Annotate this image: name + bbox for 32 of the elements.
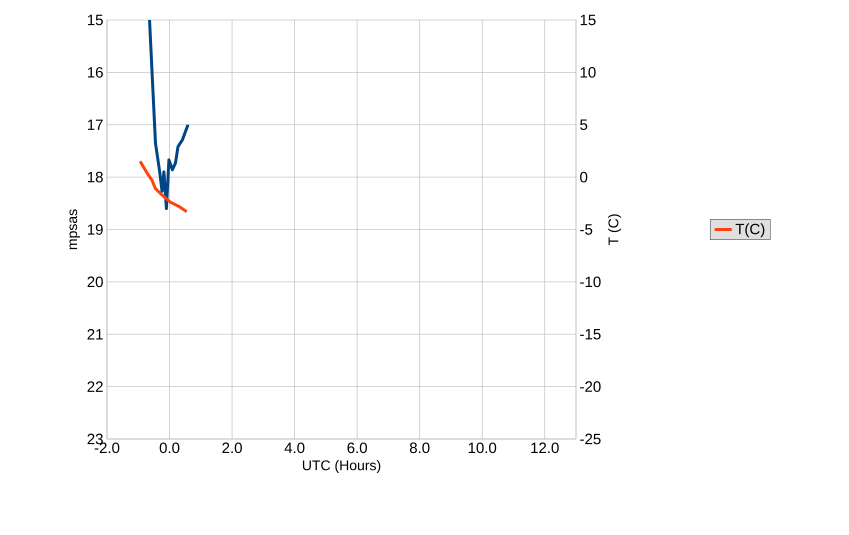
x-tick-label: 10.0 bbox=[468, 442, 496, 454]
x-axis-title: UTC (Hours) bbox=[302, 460, 380, 474]
legend-label: T(C) bbox=[736, 223, 764, 238]
x-tick-label: 2.0 bbox=[222, 442, 242, 454]
y-tick-label: 18 bbox=[88, 172, 103, 182]
y2-tick-label: -10 bbox=[580, 276, 601, 288]
y2-tick-label: 0 bbox=[580, 172, 588, 182]
y2-tick-label: 5 bbox=[580, 120, 588, 130]
x-tick-label: 6.0 bbox=[347, 442, 367, 454]
x-tick-label: 0.0 bbox=[160, 442, 180, 454]
y-tick-label: 17 bbox=[88, 120, 103, 130]
x-tick-label: 8.0 bbox=[410, 442, 430, 454]
y-tick-label: 15 bbox=[88, 14, 103, 26]
y2-tick-label: -25 bbox=[580, 434, 601, 444]
y-tick-label: 16 bbox=[88, 67, 103, 78]
y-tick-label: 23 bbox=[88, 434, 103, 444]
y-tick-label: 19 bbox=[88, 224, 103, 235]
x-tick-label: 12.0 bbox=[531, 442, 559, 454]
y2-tick-label: -5 bbox=[580, 224, 592, 235]
x-tick-label: -2.0 bbox=[94, 442, 120, 454]
y-tick-label: 21 bbox=[88, 329, 103, 340]
line-series bbox=[148, 20, 190, 210]
y-tick-label: 20 bbox=[88, 276, 103, 288]
y-tick-label: 22 bbox=[88, 381, 103, 392]
x-tick-label: 4.0 bbox=[284, 442, 304, 454]
y2-axis-title: T (C) bbox=[608, 214, 622, 246]
y2-tick-label: 15 bbox=[580, 14, 596, 26]
y2-tick-label: -15 bbox=[580, 329, 601, 340]
y2-tick-label: -20 bbox=[580, 381, 601, 392]
line-series bbox=[138, 160, 188, 214]
y-axis-title: mpsas bbox=[69, 209, 80, 250]
y2-tick-label: 10 bbox=[580, 67, 596, 78]
